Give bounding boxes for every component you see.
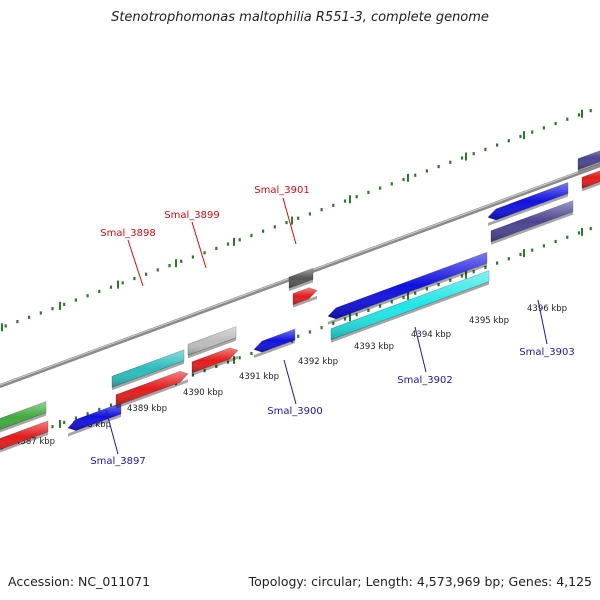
coordinate-label: 4392 kbp	[298, 357, 338, 367]
gene-feature-edge	[328, 263, 487, 325]
gene-feature-shade	[289, 268, 313, 289]
gene-feature-edge	[488, 193, 568, 226]
map-title: Stenotrophomonas maltophilia R551-3, com…	[111, 10, 489, 25]
gene-label: Smal_3903	[519, 347, 574, 358]
gene-feature-shade	[254, 328, 295, 353]
leader-line	[191, 221, 207, 269]
gene-label: Smal_3899	[164, 210, 219, 221]
gene-feature-edge	[116, 379, 188, 409]
gene-label: Smal_3900	[267, 406, 322, 417]
gene-feature-edge	[491, 211, 573, 245]
gene-feature-edge	[188, 337, 236, 359]
coordinate-label: 4391 kbp	[239, 372, 279, 382]
gene-feature-shade	[328, 252, 487, 319]
leader-line	[537, 299, 548, 345]
gene-label: Smal_3901	[254, 185, 309, 196]
leader-line	[414, 326, 427, 373]
gene-feature-shade	[582, 170, 600, 189]
gene-feature-edge	[578, 161, 600, 173]
gene-feature-shade	[578, 150, 600, 170]
gene-feature-edge	[293, 295, 317, 308]
gene-feature-shade	[188, 326, 236, 356]
gene-feature-shade	[491, 200, 573, 242]
gene-feature-shade	[192, 347, 238, 373]
gene-feature-shade	[293, 287, 317, 305]
coordinate-label: 4396 kbp	[527, 304, 567, 314]
accession-text: Accession: NC_011071	[8, 574, 151, 589]
gene-feature-shade	[112, 349, 184, 388]
gene-feature-shade	[331, 270, 489, 340]
gene-feature-edge	[254, 339, 295, 359]
leader-line	[283, 359, 297, 405]
gene-feature-shade	[116, 371, 188, 406]
coordinate-label: 4395 kbp	[469, 316, 509, 326]
coordinate-label: 4389 kbp	[127, 404, 167, 414]
gene-feature-shade	[0, 401, 46, 430]
topology-text: Topology: circular; Length: 4,573,969 bp…	[248, 574, 592, 589]
gene-feature-edge	[192, 355, 238, 376]
gene-label: Smal_3898	[100, 228, 155, 239]
label-layer: Smal_3897 Smal_3898 Smal_3899 Smal_3900 Smal…	[90, 185, 574, 467]
gene-label: Smal_3902	[397, 375, 452, 386]
leader-line	[282, 197, 297, 245]
coordinate-label: 4394 kbp	[411, 330, 451, 340]
gene-feature-edge	[331, 281, 489, 343]
gene-feature-edge	[112, 360, 184, 391]
coordinate-label: 4387 kbp	[15, 437, 55, 447]
gene-feature-shade	[68, 402, 121, 431]
gene-feature-edge	[289, 279, 313, 292]
gene-feature-shade	[0, 420, 48, 450]
gene-feature-edge	[0, 431, 48, 453]
coordinate-label: 4393 kbp	[354, 342, 394, 352]
gene-feature-edge	[582, 181, 600, 192]
gene-feature-edge	[68, 413, 121, 437]
gene-feature-edge	[0, 412, 46, 433]
gene-label: Smal_3897	[90, 456, 145, 467]
leader-line	[105, 409, 119, 455]
leader-line	[127, 239, 144, 287]
coordinate-label: 4390 kbp	[183, 388, 223, 398]
gene-feature-shade	[488, 182, 568, 220]
feature-layer	[0, 150, 600, 453]
